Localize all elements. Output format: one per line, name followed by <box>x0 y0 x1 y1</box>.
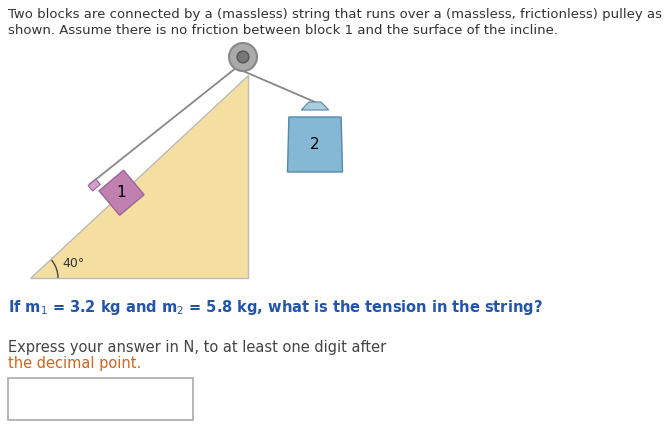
Text: If m$_1$ = 3.2 kg and m$_2$ = 5.8 kg, what is the tension in the string?: If m$_1$ = 3.2 kg and m$_2$ = 5.8 kg, wh… <box>8 298 543 317</box>
Circle shape <box>229 43 257 71</box>
Polygon shape <box>30 75 248 278</box>
Text: 2: 2 <box>310 137 320 152</box>
Text: 1: 1 <box>117 185 126 200</box>
FancyBboxPatch shape <box>8 378 193 420</box>
Text: Two blocks are connected by a (massless) string that runs over a (massless, fric: Two blocks are connected by a (massless)… <box>8 8 662 21</box>
Text: 40°: 40° <box>62 257 84 270</box>
Circle shape <box>237 51 249 63</box>
Polygon shape <box>99 170 144 215</box>
Text: the decimal point.: the decimal point. <box>8 356 141 371</box>
Text: shown. Assume there is no friction between block 1 and the surface of the inclin: shown. Assume there is no friction betwe… <box>8 24 558 37</box>
Polygon shape <box>301 102 329 110</box>
Polygon shape <box>88 179 100 191</box>
Polygon shape <box>287 117 342 172</box>
Text: Express your answer in N, to at least one digit after: Express your answer in N, to at least on… <box>8 340 391 355</box>
